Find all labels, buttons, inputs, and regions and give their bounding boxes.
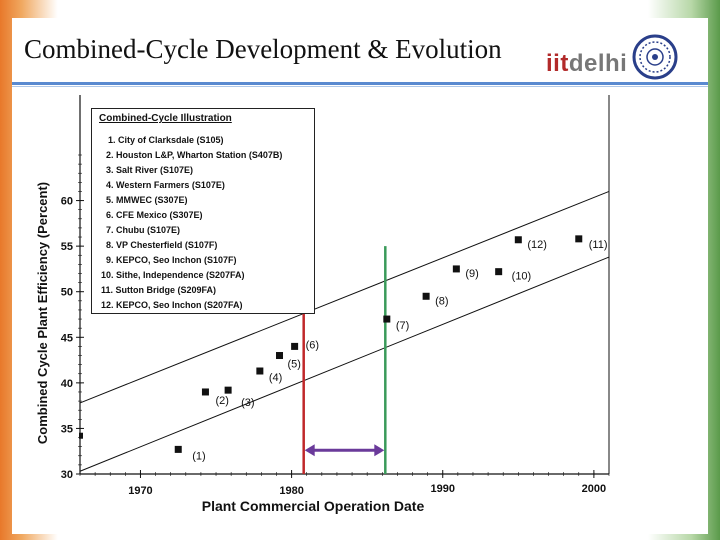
- legend-list: 1. City of Clarksdale (S105) 2. Houston L…: [92, 133, 314, 313]
- x-axis-label: Plant Commercial Operation Date: [202, 498, 425, 514]
- y-axis-label: Combined Cycle Plant Efficiency (Percent…: [35, 182, 50, 444]
- data-point-marker: [452, 265, 460, 273]
- data-point-label: (2): [215, 395, 228, 407]
- data-point-label: (4): [269, 372, 282, 384]
- iitd-seal-icon: [632, 34, 678, 80]
- data-point-marker: [291, 342, 299, 350]
- data-point-marker: [201, 388, 209, 396]
- data-point-label: (6): [306, 339, 319, 351]
- legend-item: 7. Chubu (S107E): [106, 225, 181, 235]
- data-point-label: (8): [435, 295, 448, 307]
- data-point-marker: [383, 315, 391, 323]
- axis-stray-marker: [79, 432, 83, 439]
- legend-item: 12. KEPCO, Seo Inchon (S207FA): [101, 300, 243, 310]
- data-point-label: (10): [512, 271, 532, 283]
- y-tick-label: 35: [61, 423, 73, 435]
- y-tick-label: 50: [61, 287, 73, 299]
- data-point-label: (12): [527, 239, 547, 251]
- x-tick-label: 1980: [279, 485, 303, 497]
- slide-title: Combined-Cycle Development & Evolution: [24, 34, 502, 64]
- x-tick-label: 1990: [431, 483, 455, 495]
- logo-delhi-text: delhi: [568, 50, 628, 77]
- trend-line-lower: [79, 256, 610, 472]
- logo-iit-text: iit: [546, 50, 569, 77]
- data-point-label: (11): [589, 239, 608, 251]
- legend-item: 3. Salt River (S107E): [106, 165, 194, 175]
- y-tick-label: 30: [61, 469, 73, 481]
- legend-item: 1. City of Clarksdale (S105): [108, 135, 224, 145]
- legend-panel: Combined-Cycle Illustration 1. City of C…: [91, 108, 315, 314]
- legend-item: 11. Sutton Bridge (S209FA): [101, 285, 217, 295]
- data-point-marker: [575, 235, 583, 243]
- span-arrow-head-left: [304, 444, 315, 457]
- span-arrow-head-right: [374, 444, 385, 457]
- data-point-marker: [174, 445, 182, 453]
- legend-item: 8. VP Chesterfield (S107F): [106, 240, 218, 250]
- x-tick-label: 2000: [582, 483, 606, 495]
- legend-item: 10. Sithe, Independence (S207FA): [101, 270, 245, 280]
- data-point-label: (9): [465, 268, 478, 280]
- data-point-marker: [224, 386, 232, 394]
- iitd-logo-wordmark: iitdelhi: [546, 50, 627, 78]
- data-point-label: (1): [192, 450, 205, 462]
- y-tick-label: 45: [61, 332, 73, 344]
- legend-item: 4. Western Farmers (S107E): [106, 180, 225, 190]
- data-point-marker: [276, 352, 284, 360]
- title-divider-thin: [12, 86, 708, 87]
- legend-item: 2. Houston L&P, Wharton Station (S407B): [106, 150, 283, 160]
- data-point-marker: [514, 236, 522, 244]
- data-point-label: (3): [241, 397, 254, 409]
- legend-item: 6. CFE Mexico (S307E): [106, 210, 203, 220]
- legend-title: Combined-Cycle Illustration: [99, 113, 232, 124]
- y-tick-label: 60: [61, 196, 73, 208]
- data-point-marker: [256, 367, 264, 375]
- legend-item: 5. MMWEC (S307E): [106, 195, 188, 205]
- trend-line-upper: [79, 190, 610, 404]
- x-tick-label: 1970: [128, 485, 152, 497]
- y-tick-label: 40: [61, 378, 73, 390]
- data-point-marker: [495, 268, 503, 276]
- legend-item: 9. KEPCO, Seo Inchon (S107F): [106, 255, 237, 265]
- data-point-marker: [422, 292, 430, 300]
- data-point-label: (7): [396, 320, 409, 332]
- title-divider: [12, 82, 708, 85]
- data-point-label: (5): [288, 359, 301, 371]
- y-tick-label: 55: [61, 241, 73, 253]
